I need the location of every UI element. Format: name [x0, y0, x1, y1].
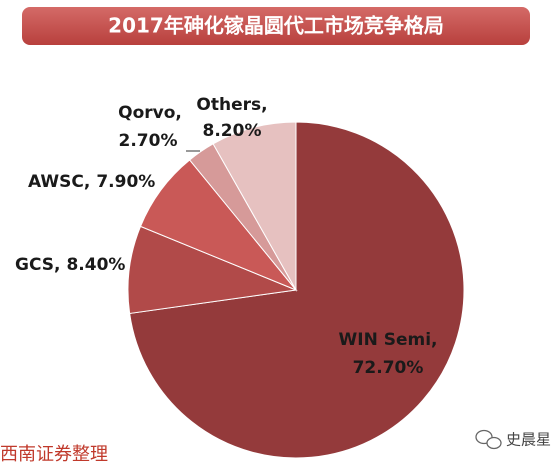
watermark: 史晨星 [506, 431, 551, 449]
chart-title: 2017年砷化镓晶圆代工市场竞争格局 [108, 14, 444, 38]
source: 西南证券整理 [0, 444, 108, 465]
value-label: 2.70% [119, 131, 178, 151]
slice-label: Qorvo, [118, 103, 182, 123]
category-name: AWSC, [28, 172, 90, 192]
slice-label: Others, [196, 95, 267, 115]
title-bar [22, 7, 530, 45]
pie-slice [127, 225, 298, 314]
wechat-icon [475, 429, 502, 450]
pie [127, 121, 465, 459]
value-label: 8.40% [66, 255, 125, 275]
category-name: GCS, [15, 255, 60, 275]
slice-label: WIN Semi, [339, 330, 438, 350]
value-label: 8.20% [203, 121, 262, 141]
value-label: 7.90% [96, 172, 155, 192]
slice-label: AWSC, 7.90% [28, 172, 155, 192]
value-label: 72.70% [353, 358, 424, 378]
pie-slice [212, 121, 297, 292]
slice-label: GCS, 8.40% [15, 255, 125, 275]
